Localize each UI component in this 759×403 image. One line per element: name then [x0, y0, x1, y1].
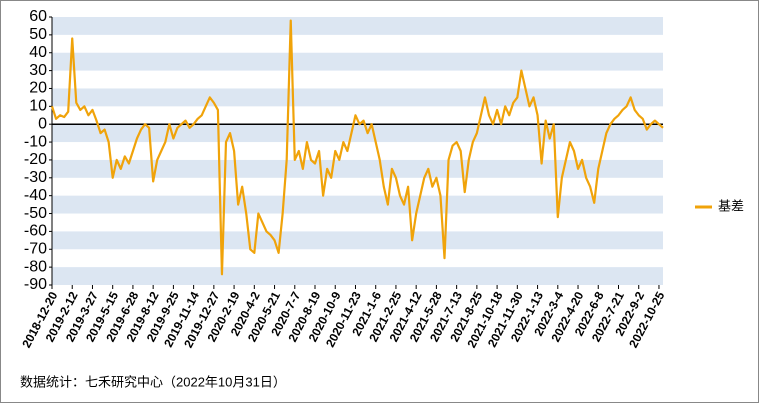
- y-tick-label: -20: [24, 151, 47, 168]
- grid-band: [52, 88, 663, 107]
- grid-band: [52, 124, 663, 143]
- source-note: 数据统计：七禾研究中心（2022年10月31日）: [20, 374, 286, 389]
- y-tick-label: 40: [29, 44, 47, 61]
- y-tick-label: 30: [29, 62, 47, 79]
- y-tick-label: -90: [24, 276, 47, 293]
- grid-band: [52, 159, 663, 178]
- grid-band: [52, 267, 663, 285]
- grid-band: [52, 52, 663, 71]
- y-tick-label: 0: [38, 115, 47, 132]
- y-tick-label: -40: [24, 187, 47, 204]
- y-tick-label: -80: [24, 258, 47, 275]
- grid-band: [52, 17, 663, 35]
- y-tick-label: -70: [24, 240, 47, 257]
- y-tick-label: -60: [24, 223, 47, 240]
- y-tick-label: -30: [24, 169, 47, 186]
- data-line: [50, 19, 664, 276]
- y-tick-label: -10: [24, 133, 47, 150]
- y-tick-label: 10: [29, 98, 47, 115]
- y-tick-label: 50: [29, 26, 47, 43]
- y-tick-label: 20: [29, 80, 47, 97]
- legend-label: 基差: [718, 198, 744, 213]
- grid-band: [52, 195, 663, 214]
- y-tick-label: -50: [24, 205, 47, 222]
- y-tick-label: 60: [29, 8, 47, 25]
- grid-band: [52, 231, 663, 250]
